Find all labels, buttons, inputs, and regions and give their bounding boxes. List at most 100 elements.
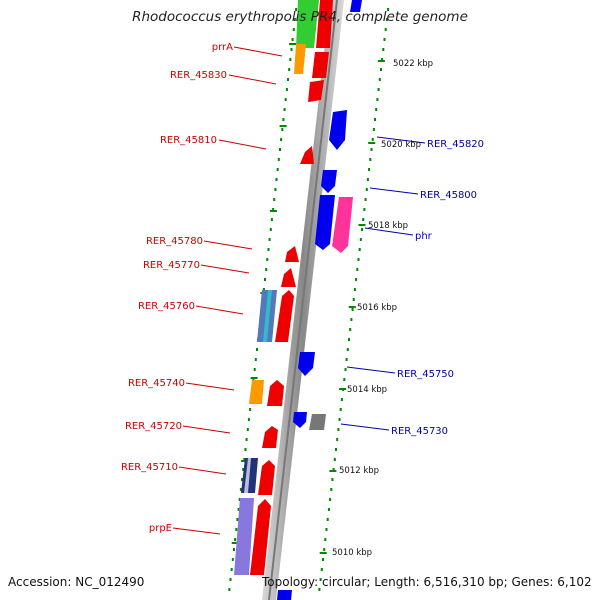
accession-text: Accession: NC_012490 bbox=[8, 575, 145, 589]
major-tick-left bbox=[250, 377, 258, 379]
tick-dot bbox=[293, 18, 296, 21]
major-tick-left bbox=[279, 125, 287, 127]
gene-label-RER_45730: RER_45730 bbox=[391, 426, 448, 437]
tick-dot bbox=[372, 128, 375, 131]
major-tick-right bbox=[329, 470, 337, 472]
tick-dot bbox=[246, 428, 249, 431]
tick-dot bbox=[350, 318, 353, 321]
right-gene-labels: RER_45820 RER_45800 phr RER_45750 RER_45… bbox=[391, 139, 484, 437]
tick-dot bbox=[385, 18, 388, 21]
genome-summary-text: Topology: circular; Length: 6,516,310 bp… bbox=[262, 575, 592, 589]
tick-dot bbox=[375, 108, 378, 111]
tick-dot bbox=[353, 288, 356, 291]
gene-phr bbox=[332, 197, 353, 253]
tick-dot bbox=[330, 488, 333, 491]
tick-dot bbox=[268, 238, 271, 241]
tick-dot bbox=[333, 458, 336, 461]
tick-dot bbox=[284, 98, 287, 101]
tick-dot bbox=[228, 588, 231, 591]
tick-dot bbox=[356, 268, 359, 271]
tick-dot bbox=[371, 138, 374, 141]
gene-label-prrA: prrA bbox=[212, 42, 233, 53]
tick-dot bbox=[340, 398, 343, 401]
tick-dot bbox=[288, 68, 291, 71]
tick-dot bbox=[348, 338, 350, 341]
tick-dot bbox=[339, 408, 342, 411]
tick-dot bbox=[230, 568, 233, 571]
tick-dot bbox=[277, 158, 280, 161]
gene-label-RER_45750: RER_45750 bbox=[397, 369, 454, 380]
tick-dot bbox=[231, 558, 234, 561]
tick-dot bbox=[349, 328, 352, 331]
tick-dot bbox=[290, 48, 293, 51]
tick-dot bbox=[236, 518, 239, 521]
tick-dot bbox=[283, 108, 286, 111]
tick-dot bbox=[376, 98, 379, 101]
gene-RER_45820 bbox=[329, 110, 347, 150]
gene-label-RER_45810: RER_45810 bbox=[160, 135, 217, 146]
gene-RER_45770 bbox=[281, 268, 296, 287]
major-tick-left bbox=[289, 43, 297, 45]
tick-dot bbox=[335, 448, 337, 451]
tick-dot bbox=[279, 148, 281, 151]
tick-dot bbox=[382, 48, 385, 51]
tick-dot bbox=[332, 468, 335, 471]
tick-dot bbox=[239, 488, 242, 491]
tick-dot bbox=[252, 378, 255, 381]
tick-dot bbox=[237, 508, 240, 511]
major-tick-right bbox=[348, 306, 356, 308]
gene-label-prpE: prpE bbox=[149, 523, 172, 534]
tick-dot bbox=[362, 218, 365, 221]
tick-dot bbox=[322, 558, 324, 561]
gene-label-RER_45770: RER_45770 bbox=[143, 260, 200, 271]
tick-dot bbox=[295, 8, 298, 11]
gene-RER_45740-orange bbox=[249, 380, 264, 404]
gene-RER_45830 bbox=[312, 52, 329, 78]
tick-dot bbox=[329, 498, 332, 501]
gene-red-top bbox=[316, 0, 333, 48]
gene-RER_45740 bbox=[267, 380, 284, 406]
tick-dot bbox=[369, 158, 372, 161]
major-tick-right bbox=[358, 224, 366, 226]
tick-dot bbox=[273, 198, 276, 201]
tick-dot bbox=[287, 78, 289, 81]
tick-dot bbox=[269, 228, 272, 231]
gene-label-RER_45780: RER_45780 bbox=[146, 236, 203, 247]
kbp-label-5020: 5020 kbp bbox=[381, 140, 421, 150]
tick-dot bbox=[238, 498, 241, 501]
tick-dot bbox=[337, 428, 340, 431]
tick-dot bbox=[292, 28, 295, 31]
tick-dot bbox=[364, 198, 367, 201]
tick-dot bbox=[274, 188, 277, 191]
tick-dot bbox=[384, 28, 387, 31]
leader-lines bbox=[172, 46, 426, 535]
kbp-label-5016: 5016 kbp bbox=[357, 303, 397, 313]
tick-dot bbox=[351, 308, 354, 311]
major-tick-right bbox=[319, 552, 327, 554]
kbp-label-5010: 5010 kbp bbox=[332, 548, 372, 558]
major-tick-left bbox=[269, 210, 277, 212]
gene-RER_45710 bbox=[258, 460, 275, 495]
gene-bottom-blue bbox=[277, 590, 292, 600]
gene-RER_45760 bbox=[275, 290, 294, 342]
tick-dot bbox=[361, 228, 363, 231]
tick-dot bbox=[343, 378, 346, 381]
tick-dot bbox=[256, 348, 258, 351]
gene-RER_45750 bbox=[298, 352, 315, 376]
tick-dot bbox=[241, 478, 243, 481]
tick-dot bbox=[380, 68, 382, 71]
major-tick-right bbox=[339, 388, 347, 390]
tick-dot bbox=[229, 578, 232, 581]
major-tick-right bbox=[377, 60, 385, 62]
gene-label-RER_45740: RER_45740 bbox=[128, 378, 185, 389]
gene-prrA bbox=[296, 0, 319, 48]
tick-dot bbox=[267, 248, 270, 251]
tick-dot bbox=[276, 168, 279, 171]
tick-dot bbox=[374, 118, 376, 121]
gene-label-phr: phr bbox=[415, 231, 433, 242]
tick-dot bbox=[377, 88, 380, 91]
major-tick-left bbox=[231, 542, 239, 544]
gene-RER_45830-b bbox=[308, 80, 324, 102]
tick-dot bbox=[387, 8, 390, 11]
forward-genes bbox=[234, 0, 333, 575]
